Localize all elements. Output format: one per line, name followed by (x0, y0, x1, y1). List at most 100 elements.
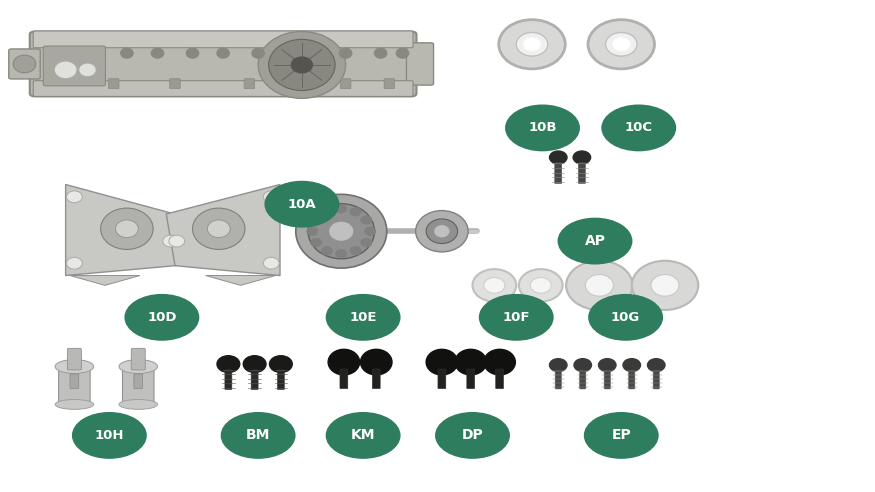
Ellipse shape (523, 38, 541, 51)
Ellipse shape (217, 356, 240, 372)
FancyBboxPatch shape (578, 163, 585, 184)
FancyBboxPatch shape (251, 370, 258, 390)
Ellipse shape (426, 219, 458, 244)
Polygon shape (66, 184, 184, 276)
Ellipse shape (473, 269, 516, 302)
Ellipse shape (66, 191, 82, 203)
Ellipse shape (589, 295, 662, 340)
Ellipse shape (602, 105, 676, 151)
FancyBboxPatch shape (59, 366, 90, 406)
Ellipse shape (269, 39, 335, 91)
Ellipse shape (119, 400, 158, 409)
Ellipse shape (350, 247, 361, 255)
Ellipse shape (73, 413, 146, 458)
FancyBboxPatch shape (653, 371, 660, 389)
Ellipse shape (435, 226, 449, 237)
Ellipse shape (550, 359, 567, 371)
Ellipse shape (360, 349, 392, 375)
FancyBboxPatch shape (556, 371, 562, 389)
Ellipse shape (186, 48, 199, 58)
Text: 10C: 10C (625, 122, 653, 134)
FancyBboxPatch shape (467, 369, 475, 389)
Ellipse shape (192, 208, 245, 249)
Text: BM: BM (246, 429, 270, 442)
Ellipse shape (270, 356, 292, 372)
Ellipse shape (151, 48, 164, 58)
FancyBboxPatch shape (70, 374, 79, 389)
Ellipse shape (307, 227, 318, 235)
Ellipse shape (207, 220, 230, 238)
Polygon shape (206, 276, 276, 285)
Ellipse shape (340, 48, 352, 58)
Ellipse shape (612, 38, 630, 51)
Ellipse shape (79, 63, 96, 77)
Ellipse shape (55, 400, 94, 409)
Ellipse shape (416, 211, 468, 252)
Ellipse shape (263, 257, 279, 269)
Text: 10F: 10F (502, 311, 530, 324)
Ellipse shape (322, 208, 332, 215)
Text: 10G: 10G (611, 311, 640, 324)
Ellipse shape (322, 247, 332, 255)
Text: 10B: 10B (528, 122, 556, 134)
Ellipse shape (291, 57, 312, 73)
Ellipse shape (361, 239, 372, 246)
Ellipse shape (101, 208, 153, 249)
FancyBboxPatch shape (123, 366, 154, 406)
Ellipse shape (588, 20, 654, 69)
Ellipse shape (499, 20, 565, 69)
Ellipse shape (550, 151, 567, 164)
Ellipse shape (326, 413, 400, 458)
Ellipse shape (436, 413, 509, 458)
Ellipse shape (584, 413, 658, 458)
Ellipse shape (55, 360, 94, 373)
Ellipse shape (455, 349, 486, 375)
Ellipse shape (125, 295, 199, 340)
FancyBboxPatch shape (225, 370, 232, 390)
Ellipse shape (308, 204, 374, 259)
FancyBboxPatch shape (438, 369, 446, 389)
Ellipse shape (516, 32, 548, 56)
Ellipse shape (13, 55, 36, 73)
Text: KM: KM (351, 429, 375, 442)
Text: DP: DP (462, 429, 483, 442)
FancyBboxPatch shape (131, 348, 145, 370)
Text: AP: AP (584, 234, 605, 248)
FancyBboxPatch shape (555, 163, 562, 184)
Text: 10A: 10A (288, 198, 316, 211)
Text: 10D: 10D (147, 311, 177, 324)
Ellipse shape (585, 275, 613, 296)
Ellipse shape (116, 220, 138, 238)
FancyBboxPatch shape (67, 348, 81, 370)
Ellipse shape (573, 151, 591, 164)
Ellipse shape (121, 48, 133, 58)
FancyBboxPatch shape (628, 371, 635, 389)
FancyBboxPatch shape (134, 374, 143, 389)
Ellipse shape (480, 295, 553, 340)
FancyBboxPatch shape (373, 369, 381, 389)
Ellipse shape (326, 295, 400, 340)
FancyBboxPatch shape (580, 371, 586, 389)
Ellipse shape (258, 31, 346, 98)
FancyBboxPatch shape (406, 43, 434, 85)
Ellipse shape (426, 349, 458, 375)
FancyBboxPatch shape (495, 369, 504, 389)
Ellipse shape (574, 359, 592, 371)
Ellipse shape (365, 227, 375, 235)
Ellipse shape (484, 277, 505, 293)
Text: 10H: 10H (94, 429, 124, 442)
FancyBboxPatch shape (30, 31, 416, 96)
Ellipse shape (519, 269, 563, 302)
Ellipse shape (265, 182, 339, 227)
FancyBboxPatch shape (33, 81, 413, 96)
FancyBboxPatch shape (170, 79, 180, 89)
Ellipse shape (163, 235, 178, 247)
FancyBboxPatch shape (244, 79, 255, 89)
Ellipse shape (530, 277, 551, 293)
Ellipse shape (606, 32, 637, 56)
Ellipse shape (558, 218, 632, 264)
FancyBboxPatch shape (44, 46, 106, 86)
FancyBboxPatch shape (108, 79, 119, 89)
FancyBboxPatch shape (33, 31, 413, 48)
Ellipse shape (263, 191, 279, 203)
